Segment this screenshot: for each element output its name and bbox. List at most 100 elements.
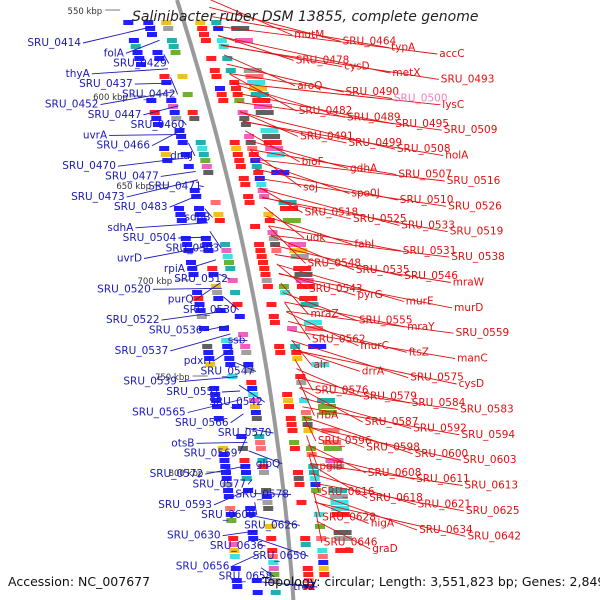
feature-block: [255, 446, 266, 451]
feature-block: [289, 446, 300, 451]
feature-block: [232, 302, 243, 307]
feature-block: [335, 548, 354, 553]
gene-label-pdxh: pdxH: [184, 355, 211, 367]
leader-line: [313, 492, 321, 518]
tick-label: 600 kbp: [93, 93, 128, 103]
gene-label-sru-0519: SRU_0519: [450, 226, 504, 238]
gene-label-sru-0437: SRU_0437: [79, 78, 133, 90]
leader-line: [257, 177, 447, 207]
gene-label-mure: murE: [406, 296, 434, 308]
feature-block: [293, 470, 303, 475]
feature-block: [217, 446, 228, 451]
feature-block: [223, 350, 234, 355]
gene-label-sru-0473: SRU_0473: [71, 191, 125, 203]
gene-label-sru-0491: SRU_0491: [300, 131, 354, 143]
gene-label-sru-0616: SRU_0616: [321, 486, 375, 498]
feature-block: [294, 482, 305, 487]
leader-line: [152, 287, 222, 290]
feature-block: [212, 404, 222, 409]
leader-line: [195, 282, 221, 300]
leader-line: [310, 463, 368, 499]
gene-label-drra: drrA: [362, 365, 385, 377]
leader-line: [204, 324, 229, 331]
feature-block: [274, 344, 285, 349]
gene-label-aroq: aroQ: [297, 80, 322, 92]
feature-block: [329, 488, 348, 493]
feature-block: [152, 122, 163, 127]
gene-label-sru-0414: SRU_0414: [27, 37, 81, 49]
gene-label-sru-0579: SRU_0579: [363, 391, 417, 403]
feature-block: [225, 506, 236, 511]
leader-line: [308, 454, 320, 493]
gene-label-sru-0466: SRU_0466: [96, 140, 150, 152]
feature-block: [300, 536, 311, 541]
leader-line: [230, 413, 244, 424]
feature-block: [262, 500, 273, 505]
feature-block: [244, 368, 255, 373]
gene-label-higa: higA: [371, 518, 395, 530]
feature-block: [143, 20, 154, 25]
feature-block: [152, 50, 163, 55]
leader-line: [289, 330, 456, 360]
feature-block: [247, 386, 258, 391]
feature-block: [310, 482, 321, 487]
gene-label-mraz: mraZ: [311, 308, 339, 320]
leader-line: [234, 92, 394, 125]
gene-label-sru-0613: SRU_0613: [465, 480, 519, 492]
feature-block: [225, 512, 236, 517]
feature-block: [154, 56, 165, 61]
gene-label-sru-0447: SRU_0447: [88, 109, 142, 121]
leader-line: [299, 386, 459, 410]
feature-block: [237, 446, 248, 451]
feature-block: [303, 578, 314, 583]
feature-block: [241, 476, 252, 481]
feature-block: [213, 416, 224, 421]
feature-block: [250, 410, 261, 415]
leader-line: [315, 511, 323, 543]
feature-block: [268, 314, 279, 319]
feature-block: [296, 284, 315, 289]
leader-line: [254, 502, 258, 516]
feature-block: [180, 236, 191, 241]
gene-label-ssb: ssb: [228, 335, 246, 347]
leader-line: [268, 226, 306, 264]
feature-block: [226, 518, 237, 523]
feature-block: [221, 476, 232, 481]
feature-block: [214, 218, 225, 223]
feature-block: [267, 554, 278, 559]
feature-block: [201, 164, 212, 169]
gene-label-typa: typA: [391, 42, 416, 54]
feature-block: [309, 476, 320, 481]
leader-line: [293, 349, 457, 385]
feature-block: [210, 392, 221, 397]
feature-block: [238, 332, 249, 337]
leader-line: [187, 142, 196, 157]
feature-block: [287, 326, 297, 331]
feature-block: [275, 350, 286, 355]
leader-line: [253, 493, 292, 496]
gene-label-sru-0576: SRU_0576: [315, 384, 369, 396]
backbone-line: [175, 0, 296, 600]
leader-line: [278, 272, 356, 296]
gene-label-sru-0566: SRU_0566: [175, 417, 229, 429]
gene-label-sru-0646: SRU_0646: [324, 537, 378, 549]
leader-line: [242, 121, 444, 157]
leader-line: [223, 296, 239, 311]
gene-label-mraw: mraW: [453, 277, 485, 289]
leader-line: [143, 105, 179, 116]
feature-block: [300, 410, 311, 415]
gene-label-sru-0628: SRU_0628: [322, 511, 376, 523]
feature-block: [215, 308, 226, 313]
leader-line: [238, 384, 266, 403]
feature-block: [244, 134, 255, 139]
gene-label-sru-0483: SRU_0483: [114, 201, 168, 213]
gene-label-sru-0584: SRU_0584: [412, 397, 466, 409]
leader-line: [231, 553, 260, 567]
feature-block: [302, 566, 313, 571]
feature-block: [235, 164, 246, 169]
feature-block: [331, 506, 350, 511]
feature-block: [211, 398, 222, 403]
feature-block: [218, 44, 229, 49]
gene-label-sdhb: sdhB: [185, 212, 211, 224]
